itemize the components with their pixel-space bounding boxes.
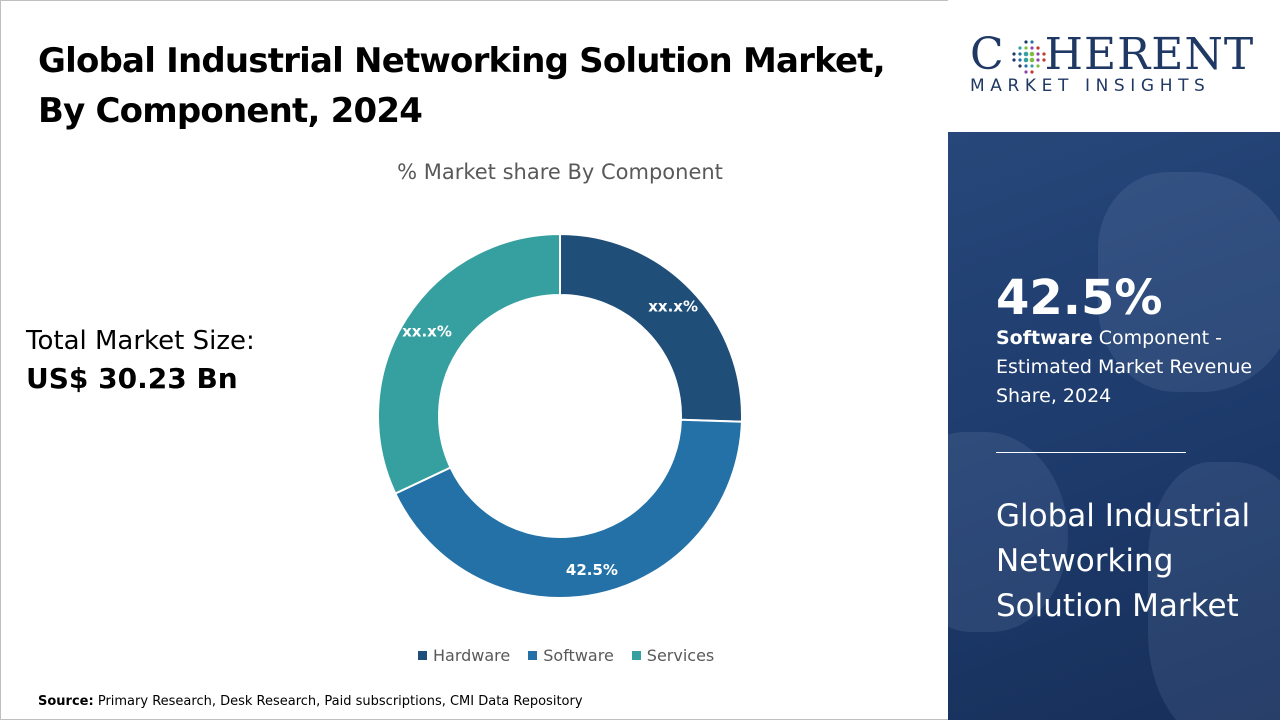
donut-slice-software [393, 418, 743, 599]
legend-item-hardware: Hardware [418, 646, 510, 665]
highlight-description: Software Component - Estimated Market Re… [996, 324, 1256, 411]
legend-swatch [418, 651, 427, 660]
brand-subtitle: MARKET INSIGHTS [970, 76, 1211, 96]
chart-title: % Market share By Component [397, 160, 723, 184]
source-text: Primary Research, Desk Research, Paid su… [97, 694, 583, 709]
donut-chart: xx.x% 42.5% xx.x% [377, 232, 743, 599]
chart-section: Global Industrial Networking Solution Ma… [26, 41, 886, 709]
legend-label: Software [543, 646, 614, 665]
donut-slice-services [377, 232, 561, 495]
legend-label: Services [646, 646, 715, 665]
legend-label: Hardware [433, 646, 511, 665]
info-panel: C HERENT MARKET INSIGHTS 42.5% Software C… [948, 0, 1280, 720]
highlight-text: Component - Estimated Market Revenue Sha… [996, 327, 1253, 407]
highlight-panel: 42.5% Software Component - Estimated Mar… [948, 132, 1280, 720]
panel-divider [996, 452, 1186, 453]
legend-item-services: Services [631, 646, 715, 665]
legend-swatch [631, 651, 641, 660]
source-note: Source: Primary Research, Desk Research,… [38, 694, 583, 709]
brand-name-first-letter: C [970, 29, 1005, 80]
panel-market-name: Global Industrial Networking Solution Ma… [996, 498, 1251, 624]
chart-legend: Hardware Software Services [418, 646, 714, 665]
brand-name: C HERENT [970, 30, 1254, 80]
page-title: Global Industrial Networking Solution Ma… [38, 41, 886, 131]
market-size-label: Total Market Size: [26, 326, 255, 356]
highlight-percentage: 42.5% [996, 270, 1163, 326]
data-label-software: 42.5% [566, 561, 618, 579]
map-background-shape [1098, 172, 1280, 392]
globe-dots-icon [1012, 40, 1046, 74]
data-label-hardware: xx.x% [648, 297, 698, 315]
market-size-value: US$ 30.23 Bn [26, 362, 238, 395]
data-label-services: xx.x% [402, 323, 452, 341]
legend-swatch [528, 651, 538, 660]
map-background-shape [1148, 462, 1280, 720]
highlight-segment: Software [996, 327, 1093, 349]
brand-logo: C HERENT MARKET INSIGHTS [948, 0, 1280, 132]
brand-name-rest: HERENT [1044, 29, 1255, 80]
donut-slice-hardware [559, 232, 743, 423]
legend-item-software: Software [528, 646, 614, 665]
source-label: Source: [38, 694, 94, 709]
